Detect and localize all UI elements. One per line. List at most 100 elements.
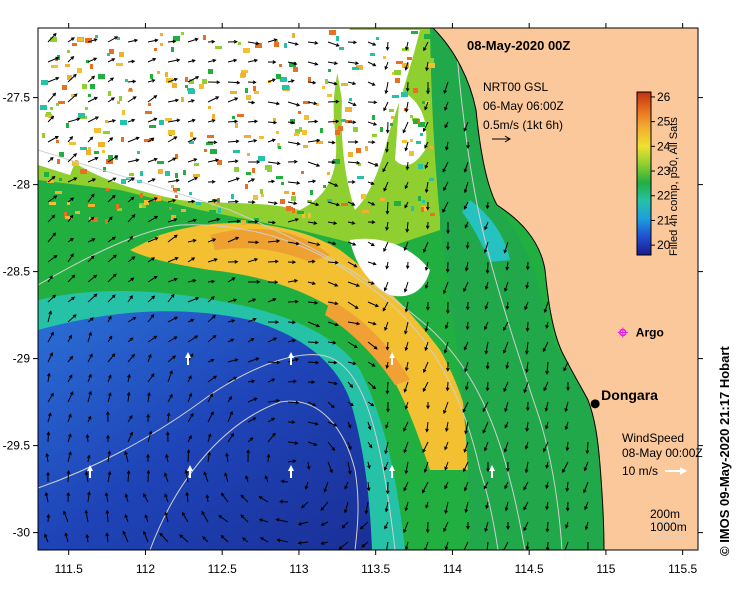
current-arrowhead <box>384 450 388 455</box>
current-arrow <box>147 79 155 83</box>
sst-pixel <box>247 153 250 156</box>
current-arrowhead <box>250 338 255 342</box>
current-arrowhead <box>111 119 117 123</box>
current-arrowhead <box>330 404 335 409</box>
sst-pixel <box>284 43 287 48</box>
sst-pixel <box>260 189 263 194</box>
current-arrow <box>207 238 216 243</box>
current-arrowhead <box>84 509 89 514</box>
current-arrowhead <box>371 140 376 145</box>
sst-pixel <box>194 163 199 166</box>
current-arrowhead <box>252 298 257 302</box>
current-arrow <box>125 494 129 503</box>
current-arrow <box>127 392 130 403</box>
current-arrow <box>443 181 449 191</box>
current-arrowhead <box>276 161 281 166</box>
current-arrow <box>147 237 158 243</box>
current-arrow <box>87 317 94 323</box>
current-arrowhead <box>68 374 73 379</box>
current-arrowhead <box>545 324 549 329</box>
current-arrow <box>446 381 449 391</box>
current-arrow <box>287 358 299 363</box>
current-arrow <box>327 61 338 65</box>
current-arrow <box>307 260 315 263</box>
current-arrowhead <box>382 307 387 312</box>
current-arrowhead <box>202 536 206 540</box>
sst-pixel <box>230 91 237 94</box>
current-arrowhead <box>179 534 183 538</box>
current-arrow <box>307 61 318 65</box>
sst-pixel <box>376 37 379 40</box>
current-arrowhead <box>194 335 199 339</box>
current-arrow <box>267 78 276 83</box>
current-arrowhead <box>124 514 128 518</box>
current-arrowhead <box>69 135 74 140</box>
current-arrowhead <box>385 46 390 51</box>
sst-pixel <box>80 147 87 150</box>
wind-arrow <box>389 465 395 478</box>
current-arrow <box>347 361 356 365</box>
current-arrow <box>347 101 356 106</box>
sst-pixel <box>298 111 301 114</box>
current-arrow <box>347 81 356 85</box>
current-arrow <box>67 391 74 403</box>
current-arrowhead <box>372 385 377 390</box>
current-arrowhead <box>256 160 261 164</box>
sst-pixel <box>105 219 108 224</box>
current-arrowhead <box>256 280 261 284</box>
sst-pixel <box>424 34 431 39</box>
current-arrowhead <box>235 139 240 144</box>
current-arrow <box>47 294 56 303</box>
current-arrowhead <box>90 255 95 260</box>
current-arrow <box>202 536 209 543</box>
current-arrowhead <box>258 518 263 523</box>
sst-pixel <box>56 103 59 106</box>
current-arrowhead <box>384 326 388 331</box>
current-arrow <box>107 58 115 63</box>
current-arrowhead <box>166 412 171 417</box>
current-arrow <box>186 492 189 503</box>
current-arrowhead <box>545 547 550 550</box>
current-arrowhead <box>68 451 72 456</box>
current-arrow <box>484 221 489 230</box>
current-arrowhead <box>424 189 429 194</box>
current-arrow <box>63 511 69 523</box>
current-arrowhead <box>193 158 198 162</box>
current-arrowhead <box>151 295 156 300</box>
current-arrowhead <box>334 301 339 306</box>
current-arrow <box>122 531 129 543</box>
current-arrow <box>526 341 529 354</box>
current-arrow <box>267 378 275 383</box>
current-arrow <box>525 441 529 449</box>
current-arrow <box>425 321 429 332</box>
current-arrowhead <box>370 281 375 285</box>
current-arrowhead <box>131 214 136 218</box>
x-tick-label: 113 <box>289 562 308 576</box>
sst-pixel <box>65 64 70 67</box>
current-arrow <box>47 413 51 423</box>
current-arrow <box>147 137 154 143</box>
current-arrow <box>247 59 258 63</box>
current-arrow <box>307 301 318 304</box>
current-arrowhead <box>484 528 488 533</box>
current-arrow <box>107 471 111 483</box>
current-arrowhead <box>445 268 450 273</box>
current-arrow <box>382 301 389 311</box>
current-arrow <box>227 97 238 103</box>
current-arrowhead <box>371 202 376 206</box>
current-arrowhead <box>485 505 489 510</box>
sst-pixel <box>280 77 287 82</box>
sst-pixel <box>329 30 336 35</box>
sst-pixel <box>158 169 163 174</box>
current-arrow <box>503 381 509 392</box>
sst-pixel <box>235 123 238 128</box>
sst-pixel <box>402 48 409 51</box>
current-arrow <box>383 241 389 252</box>
sst-pixel <box>297 211 304 214</box>
current-arrow <box>307 221 317 224</box>
current-arrow <box>47 157 54 163</box>
current-arrow <box>127 80 136 83</box>
sst-pixel <box>159 120 164 125</box>
dongara-marker-icon <box>590 399 600 409</box>
current-arrowhead <box>465 326 470 331</box>
